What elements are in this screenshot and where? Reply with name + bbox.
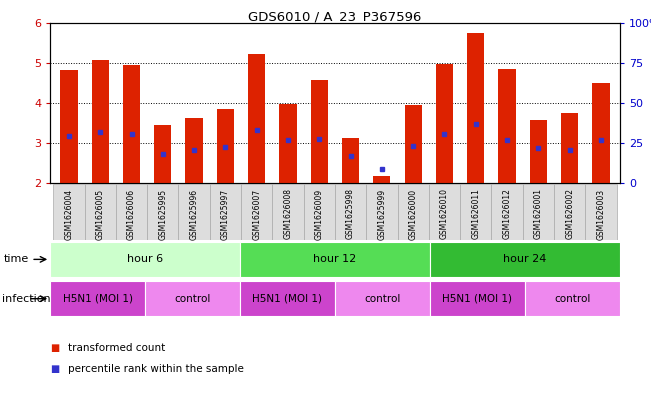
Bar: [147, 184, 178, 240]
Bar: [50, 281, 145, 316]
Bar: [430, 281, 525, 316]
Bar: [335, 281, 430, 316]
Text: GSM1626008: GSM1626008: [283, 188, 292, 239]
Bar: [248, 54, 266, 183]
Text: percentile rank within the sample: percentile rank within the sample: [68, 364, 244, 375]
Bar: [335, 184, 367, 240]
Bar: [430, 242, 620, 277]
Bar: [272, 184, 303, 240]
Text: GSM1626002: GSM1626002: [565, 188, 574, 239]
Bar: [467, 33, 484, 183]
Bar: [554, 184, 585, 240]
Text: GSM1626000: GSM1626000: [409, 188, 418, 239]
Bar: [53, 184, 85, 240]
Text: hour 12: hour 12: [313, 254, 357, 264]
Bar: [585, 184, 616, 240]
Bar: [367, 184, 398, 240]
Bar: [241, 184, 272, 240]
Bar: [178, 184, 210, 240]
Text: H5N1 (MOI 1): H5N1 (MOI 1): [442, 294, 512, 304]
Bar: [523, 184, 554, 240]
Text: GSM1626012: GSM1626012: [503, 188, 512, 239]
Text: GSM1625995: GSM1625995: [158, 188, 167, 239]
Text: GSM1626004: GSM1626004: [64, 188, 74, 239]
Bar: [342, 138, 359, 183]
Text: H5N1 (MOI 1): H5N1 (MOI 1): [253, 294, 322, 304]
Bar: [279, 104, 297, 183]
Bar: [499, 69, 516, 183]
Text: control: control: [174, 294, 211, 304]
Bar: [311, 79, 328, 183]
Bar: [92, 60, 109, 183]
Bar: [436, 64, 453, 183]
Text: GSM1625996: GSM1625996: [189, 188, 199, 239]
Text: ■: ■: [50, 364, 59, 375]
Bar: [116, 184, 147, 240]
Bar: [145, 281, 240, 316]
Text: GDS6010 / A_23_P367596: GDS6010 / A_23_P367596: [248, 10, 422, 23]
Text: GSM1625999: GSM1625999: [378, 188, 387, 239]
Text: hour 24: hour 24: [503, 254, 546, 264]
Bar: [492, 184, 523, 240]
Bar: [85, 184, 116, 240]
Text: GSM1626010: GSM1626010: [440, 188, 449, 239]
Text: GSM1626011: GSM1626011: [471, 188, 480, 239]
Text: GSM1626003: GSM1626003: [596, 188, 605, 239]
Bar: [404, 105, 422, 183]
Bar: [429, 184, 460, 240]
Text: hour 6: hour 6: [127, 254, 163, 264]
Bar: [561, 113, 578, 183]
Bar: [592, 83, 609, 183]
Text: GSM1625997: GSM1625997: [221, 188, 230, 239]
Bar: [240, 242, 430, 277]
Bar: [240, 281, 335, 316]
Bar: [303, 184, 335, 240]
Text: GSM1626006: GSM1626006: [127, 188, 136, 239]
Text: GSM1626001: GSM1626001: [534, 188, 543, 239]
Bar: [217, 109, 234, 183]
Text: GSM1626007: GSM1626007: [252, 188, 261, 239]
Text: H5N1 (MOI 1): H5N1 (MOI 1): [62, 294, 133, 304]
Bar: [525, 281, 620, 316]
Text: GSM1626009: GSM1626009: [315, 188, 324, 239]
Text: control: control: [554, 294, 590, 304]
Bar: [373, 176, 391, 183]
Bar: [123, 65, 140, 183]
Text: control: control: [364, 294, 400, 304]
Bar: [154, 125, 171, 183]
Text: ■: ■: [50, 343, 59, 353]
Text: infection: infection: [2, 294, 51, 304]
Text: transformed count: transformed count: [68, 343, 165, 353]
Bar: [398, 184, 429, 240]
Bar: [61, 70, 77, 183]
Bar: [210, 184, 241, 240]
Bar: [50, 242, 240, 277]
Bar: [530, 119, 547, 183]
Bar: [460, 184, 492, 240]
Bar: [186, 118, 202, 183]
Text: time: time: [3, 254, 29, 264]
Text: GSM1626005: GSM1626005: [96, 188, 105, 239]
Text: GSM1625998: GSM1625998: [346, 188, 355, 239]
